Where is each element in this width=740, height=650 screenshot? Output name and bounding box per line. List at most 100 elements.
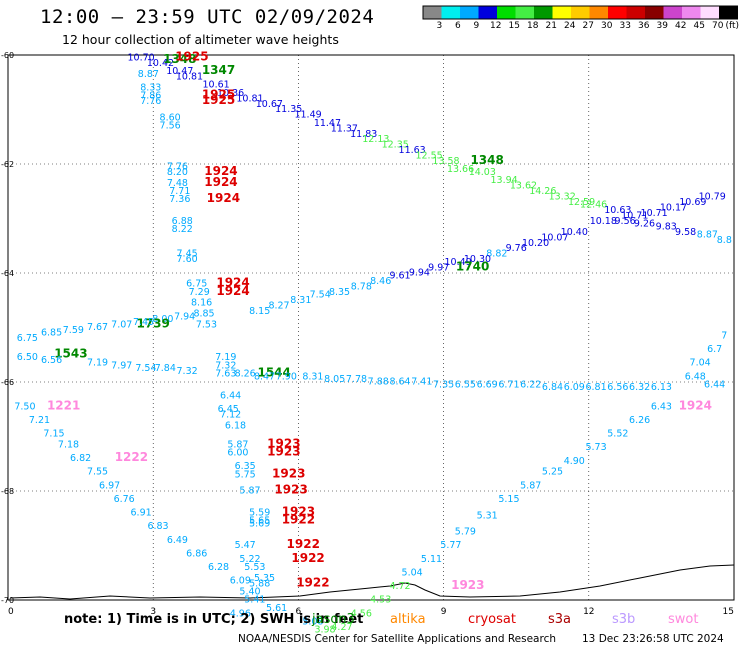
wave-height-label: 9.61 [389,270,410,281]
wave-height-label: 7.76 [140,96,161,107]
colorbar-swatch [552,6,571,19]
colorbar-swatch [589,6,608,19]
pass-time-label: 1222 [115,450,148,464]
wave-height-label: 6.84 [542,382,563,393]
wave-height-label: 10.42 [147,58,174,69]
wave-height-label: 12.13 [362,134,389,145]
wave-height-label: 6.86 [186,548,207,559]
wave-height-label: 4.90 [564,456,585,467]
mission-label-swot: swot [668,612,699,627]
wave-height-label: 6.43 [651,401,672,412]
x-tick-label: 0 [8,607,14,617]
pass-time-label: 1923 [267,436,300,450]
wave-height-label: 14.26 [529,186,556,197]
wave-height-label: 5.22 [239,554,260,565]
coastline [9,564,735,600]
wave-height-label: 10.71 [621,211,648,222]
wave-height-label: 5.15 [498,494,519,505]
colorbar-swatch [441,6,460,19]
wave-height-label: 6.09 [564,382,585,393]
colorbar-tick-label: 15 [508,21,520,31]
wave-height-label: 7.54 [310,290,331,301]
wave-height-label: 7.84 [155,363,176,374]
wave-height-label: 6.75 [186,279,207,290]
colorbar-tick-label: 39 [656,21,668,31]
colorbar-tick-label: 27 [582,21,594,31]
wave-height-label: 6.28 [208,562,229,573]
mission-label-jason3: jason3 [312,612,355,627]
wave-height-label: 7.45 [177,249,198,260]
wave-height-label: 7.21 [29,415,50,426]
wave-height-label: 9.83 [656,221,677,232]
wave-height-label: 6.83 [147,521,168,532]
wave-height-label: 8.26 [235,369,256,380]
wave-height-label: 6.85 [41,328,62,339]
wave-height-label: 6.26 [629,415,650,426]
wave-height-label: 10.40 [561,227,588,238]
wave-height-label: 7.76 [167,161,188,172]
colorbar-swatch [423,6,442,19]
wave-height-label: 8.8 [717,235,732,246]
pass-time-label: 1924 [204,175,237,189]
colorbar-tick-label: 6 [455,21,461,31]
wave-height-label: 8.60 [160,112,181,123]
wave-height-label: 7.97 [111,360,132,371]
wave-height-label: 12.35 [382,140,409,151]
plot-frame [7,54,735,601]
wave-height-label: 8.46 [370,276,391,287]
wave-height-label: 8.00 [152,314,173,325]
wave-height-label: 6.09 [230,576,251,587]
colorbar-swatch [571,6,590,19]
wave-height-label: 5.53 [244,562,265,573]
wave-height-label: 11.35 [275,104,302,115]
wave-height-label: 8.35 [329,287,350,298]
wave-height-label: 8.85 [193,309,214,320]
wave-height-label: 12.55 [415,151,442,162]
wave-height-label: 7.53 [196,320,217,331]
wave-height-label: 7.19 [87,358,108,369]
wave-height-label: 9.26 [634,219,655,230]
colorbar-swatch [497,6,516,19]
pass-time-label: 1925 [202,93,235,107]
colorbar-swatch [608,6,627,19]
pass-time-label: 1924 [216,284,249,298]
wave-height-label: 6.45 [218,404,239,415]
colorbar-swatch [478,6,497,19]
wave-height-label: 5.52 [607,429,628,440]
wave-height-label: 6.56 [41,355,62,366]
colorbar-tick-label: 70 [712,21,724,31]
wave-height-label: 6.88 [172,216,193,227]
colorbar-tick-label: 12 [490,21,502,31]
colorbar-tick-label: 9 [473,21,480,31]
pass-time-label: 1922 [282,513,315,527]
wave-height-label: 7.04 [690,358,711,369]
wave-height-label: 10.63 [604,205,631,216]
wave-height-label: 6.44 [220,390,241,401]
wave-height-label: 11.47 [314,118,341,129]
wave-height-label: 12.59 [568,197,595,208]
wave-height-label: 6.71 [498,379,519,390]
wave-height-label: 4.27 [331,622,352,633]
wave-height-label: 7.71 [169,186,190,197]
wave-height-label: 8.15 [249,306,270,317]
wave-height-label: 5.75 [235,469,256,480]
pass-time-label: 1923 [267,445,300,459]
wave-height-label: 8.64 [389,377,410,388]
pass-time-label: 1739 [136,317,169,331]
colorbar-unit: (ft) [725,21,740,31]
wave-height-label: 7.55 [87,467,108,478]
colorbar-tick-label: 24 [564,21,576,31]
wave-height-label: 11.37 [331,123,358,134]
wave-height-label: 7.90 [276,371,297,382]
wave-height-label: 7.12 [220,409,241,420]
wave-height-label: 10.70 [127,52,154,63]
wave-height-label: 5.47 [235,540,256,551]
wave-height-label: 7.07 [111,320,132,331]
colorbar-swatch [645,6,664,19]
wave-height-label: 13.58 [432,156,459,167]
x-tick-label: 6 [296,607,302,617]
colorbar-swatch [682,6,701,19]
wave-height-label: 7.86 [140,91,161,102]
pass-time-label: 1543 [54,346,87,360]
pass-time-label: 1924 [216,276,249,290]
